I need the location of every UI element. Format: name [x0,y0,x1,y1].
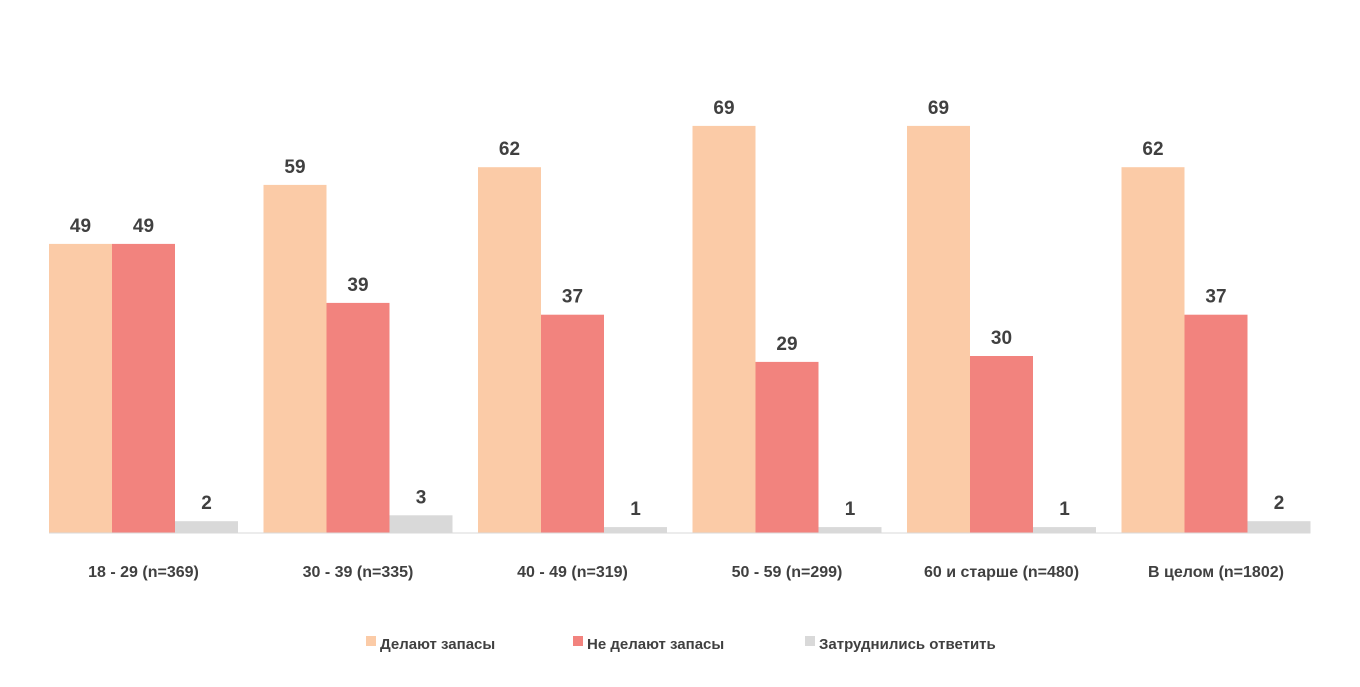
value-label-3-3: 1 [630,499,641,520]
bar-3-2 [389,515,453,533]
category-label-5: 60 и старше (n=480) [924,564,1079,581]
value-label-2-3: 37 [562,287,583,308]
category-label-3: 40 - 49 (n=319) [517,564,628,581]
bar-1-2 [263,184,327,533]
bar-3-1 [175,521,238,533]
value-label-2-4: 29 [776,334,797,355]
bar-3-5 [1033,527,1096,533]
value-labels-group: 49 49 2 59 39 3 62 37 1 69 29 1 69 30 1 62 37 2 [70,98,1284,520]
legend-swatch-3 [805,636,815,646]
value-label-2-1: 49 [133,216,154,237]
value-label-1-5: 69 [928,98,949,119]
legend-label-1: Делают запасы [380,636,495,653]
category-label-1: 18 - 29 (n=369) [88,564,199,581]
bar-3-4 [818,527,882,533]
value-label-2-5: 30 [991,328,1012,349]
value-label-3-2: 3 [416,487,427,508]
bar-2-2 [326,302,390,533]
bar-1-4 [692,125,756,534]
category-label-2: 30 - 39 (n=335) [303,564,414,581]
category-labels-group: 18 - 29 (n=369) 30 - 39 (n=335) 40 - 49 (n… [88,564,1284,581]
bar-2-5 [970,356,1033,533]
bar-1-5 [907,125,970,534]
value-label-1-6: 62 [1142,139,1163,160]
value-label-2-6: 37 [1205,287,1226,308]
legend-label-3: Затруднились ответить [819,636,996,653]
bar-2-6 [1184,314,1248,533]
value-label-1-4: 69 [713,98,734,119]
value-label-3-1: 2 [201,493,212,514]
bar-1-6 [1121,167,1185,533]
bar-2-4 [755,361,819,533]
value-label-3-5: 1 [1059,499,1070,520]
value-label-1-2: 59 [284,157,305,178]
value-label-3-6: 2 [1274,493,1285,514]
value-label-2-2: 39 [347,275,368,296]
legend-swatch-1 [366,636,376,646]
category-label-6: В целом (n=1802) [1148,564,1284,581]
category-label-4: 50 - 59 (n=299) [732,564,843,581]
bar-2-1 [112,243,175,533]
bar-1-3 [478,167,541,533]
bar-1-1 [49,243,112,533]
legend: Делают запасы Не делают запасы Затруднилис… [366,636,996,653]
value-label-3-4: 1 [845,499,856,520]
value-label-1-3: 62 [499,139,520,160]
bar-2-3 [541,314,604,533]
legend-label-2: Не делают запасы [587,636,724,653]
bar-3-6 [1247,521,1311,533]
legend-swatch-2 [573,636,583,646]
bar-3-3 [604,527,667,533]
value-label-1-1: 49 [70,216,91,237]
bars-group [49,125,1311,534]
